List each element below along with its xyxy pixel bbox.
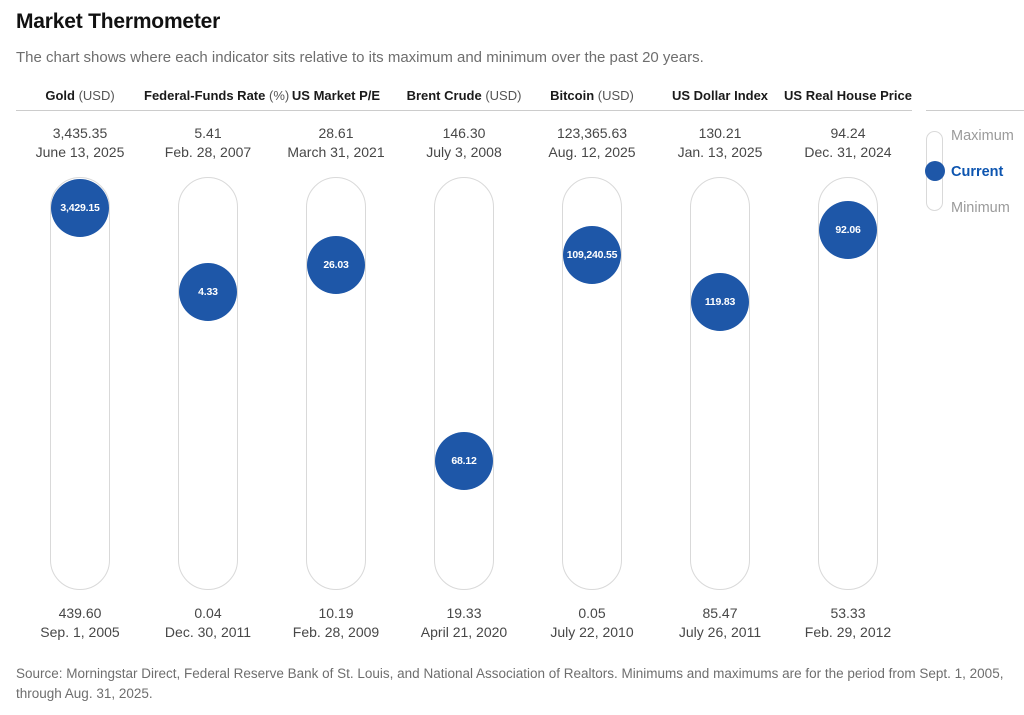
source-note: Source: Morningstar Direct, Federal Rese… (16, 665, 1004, 702)
legend-label-maximum: Maximum (951, 128, 1014, 144)
max-stat: 130.21 Jan. 13, 2025 (656, 124, 784, 162)
current-value-dot: 68.12 (435, 432, 493, 491)
min-stat: 10.19 Feb. 28, 2009 (272, 604, 400, 642)
thermometer-tube-us-real-house-price: 92.06 (818, 176, 878, 590)
current-value-dot: 26.03 (307, 235, 365, 294)
legend-thermometer-icon (924, 131, 945, 211)
current-value-dot: 4.33 (179, 263, 237, 322)
min-value: 0.05 (578, 604, 606, 621)
min-date: July 22, 2010 (550, 623, 634, 640)
max-value: 123,365.63 (556, 125, 628, 141)
current-value-dot: 119.83 (691, 273, 749, 332)
min-date: Sep. 1, 2005 (40, 623, 120, 640)
thermometer-tube-us-market-pe: 26.03 (306, 176, 366, 590)
min-stat: 0.04 Dec. 30, 2011 (144, 604, 272, 642)
legend: Maximum Current Minimum (924, 88, 1024, 642)
column-header-row: Gold (USD) Federal-Funds Rate (%) US Mar… (16, 88, 912, 111)
min-stat: 19.33 April 21, 2020 (400, 604, 528, 642)
column-header-us-market-pe: US Market P/E (272, 88, 400, 103)
max-stat: 123,365.63 Aug. 12, 2025 (528, 124, 656, 162)
maximum-row: 3,435.35 June 13, 2025 5.41 Feb. 28, 2007 … (16, 124, 912, 162)
column-header-brent-crude: Brent Crude (USD) (400, 88, 528, 103)
max-date: Jan. 13, 2025 (677, 143, 763, 160)
max-stat: 3,435.35 June 13, 2025 (16, 124, 144, 162)
legend-label-current: Current (951, 164, 1004, 180)
thermometer-tube-us-dollar-index: 119.83 (690, 176, 750, 590)
min-value: 53.33 (830, 604, 866, 621)
column-header-us-real-house-price: US Real House Price (784, 88, 912, 103)
page-title: Market Thermometer (16, 10, 221, 33)
min-date: April 21, 2020 (420, 623, 508, 640)
min-stat: 439.60 Sep. 1, 2005 (16, 604, 144, 642)
current-value-dot: 92.06 (819, 200, 877, 259)
column-header-gold: Gold (USD) (16, 88, 144, 103)
min-stat: 0.05 July 22, 2010 (528, 604, 656, 642)
legend-current-dot-icon (924, 161, 945, 181)
max-date: June 13, 2025 (35, 143, 125, 160)
min-value: 19.33 (446, 604, 482, 621)
max-stat: 146.30 July 3, 2008 (400, 124, 528, 162)
chart-subtitle: The chart shows where each indicator sit… (16, 49, 704, 66)
max-value: 5.41 (194, 125, 222, 141)
max-value: 94.24 (830, 125, 866, 141)
min-stat: 53.33 Feb. 29, 2012 (784, 604, 912, 642)
thermometer-tube-brent-crude: 68.12 (434, 176, 494, 590)
indicator-name: Bitcoin (550, 88, 595, 103)
max-date: July 3, 2008 (426, 143, 502, 160)
min-date: Feb. 28, 2009 (292, 623, 380, 640)
thermometer-tube-gold: 3,429.15 (50, 176, 110, 590)
min-value: 439.60 (58, 604, 102, 621)
max-date: Aug. 12, 2025 (548, 143, 636, 160)
max-value: 130.21 (698, 125, 742, 141)
indicator-unit: (USD) (597, 88, 634, 103)
max-date: Dec. 31, 2024 (804, 143, 892, 160)
max-stat: 28.61 March 31, 2021 (272, 124, 400, 162)
thermometer-chart: Gold (USD) Federal-Funds Rate (%) US Mar… (16, 88, 1024, 642)
max-value: 3,435.35 (52, 125, 108, 141)
column-header-us-dollar-index: US Dollar Index (656, 88, 784, 103)
current-value-dot: 109,240.55 (563, 226, 621, 285)
min-date: Dec. 30, 2011 (164, 623, 252, 640)
max-value: 28.61 (318, 125, 354, 141)
thermometer-tube-bitcoin: 109,240.55 (562, 176, 622, 590)
indicator-name: US Market P/E (291, 88, 381, 103)
indicator-name: Federal-Funds Rate (144, 88, 266, 103)
column-header-fed-funds: Federal-Funds Rate (%) (144, 88, 289, 103)
indicator-unit: (%) (268, 88, 290, 103)
min-stat: 85.47 July 26, 2011 (656, 604, 784, 642)
thermometer-tube-fed-funds: 4.33 (178, 176, 238, 590)
min-value: 85.47 (702, 604, 738, 621)
indicator-unit: (USD) (485, 88, 522, 103)
column-header-bitcoin: Bitcoin (USD) (528, 88, 656, 103)
minimum-row: 439.60 Sep. 1, 2005 0.04 Dec. 30, 2011 10.… (16, 604, 912, 642)
legend-label-minimum: Minimum (951, 200, 1010, 216)
indicator-name: US Dollar Index (671, 88, 769, 103)
indicator-unit: (USD) (78, 88, 115, 103)
max-value: 146.30 (442, 125, 486, 141)
min-date: Feb. 29, 2012 (804, 623, 892, 640)
min-value: 10.19 (318, 604, 354, 621)
max-stat: 5.41 Feb. 28, 2007 (144, 124, 272, 162)
indicator-name: US Real House Price (784, 88, 912, 103)
indicator-name: Gold (45, 88, 75, 103)
max-date: Feb. 28, 2007 (164, 143, 252, 160)
max-stat: 94.24 Dec. 31, 2024 (784, 124, 912, 162)
legend-divider (926, 110, 1024, 111)
current-value-dot: 3,429.15 (51, 178, 109, 237)
max-date: March 31, 2021 (287, 143, 385, 160)
thermometer-row: 3,429.15 4.33 26.03 68.12 109,240.55 119… (16, 176, 912, 590)
indicator-name: Brent Crude (406, 88, 482, 103)
min-date: July 26, 2011 (678, 623, 762, 640)
chart-columns: Gold (USD) Federal-Funds Rate (%) US Mar… (16, 88, 912, 642)
min-value: 0.04 (194, 604, 222, 621)
